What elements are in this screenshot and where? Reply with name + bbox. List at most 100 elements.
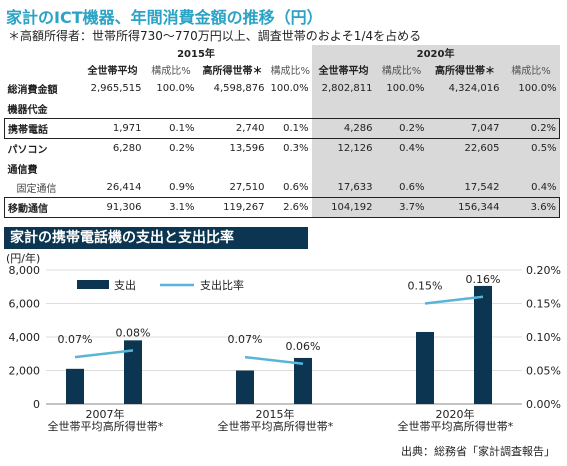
col-ratio: 構成比% <box>375 60 428 80</box>
y-tick-label: 6,000 <box>9 298 41 311</box>
table-cell: 3.6% <box>502 197 561 219</box>
table-cell: 100.0% <box>270 83 309 95</box>
table-cell: 2.6% <box>267 197 312 219</box>
y2-tick-label: 0.00% <box>526 398 561 411</box>
table-cell: 0.2% <box>502 117 561 140</box>
table-cell: 3.7% <box>375 197 428 219</box>
x-group-label: 2020年 <box>436 407 475 421</box>
year-2015: 2015年 <box>177 49 215 60</box>
ratio-label: 0.06% <box>286 340 321 353</box>
legend-line-label: 支出比率 <box>200 278 244 292</box>
y2-tick-label: 0.05% <box>526 365 561 378</box>
table-row-mobile-phone: 携帯電話 1,971 0.1% 2,740 0.1% 4,286 0.2% 7,… <box>4 117 561 140</box>
ratio-label: 0.07% <box>228 333 263 346</box>
table-cell: 1,971 <box>80 117 145 140</box>
row-label: 機器代金 <box>7 104 48 116</box>
ratio-line <box>74 349 134 359</box>
col-avg: 全世帯平均 <box>311 60 376 80</box>
table-row-comm-section: 通信費 <box>5 158 560 178</box>
table-cell: 2,740 <box>197 117 268 140</box>
ratio-label: 0.07% <box>58 333 93 346</box>
table-cell: 0.9% <box>169 181 195 193</box>
col-ratio: 構成比% <box>270 66 311 78</box>
table-cell: 26,414 <box>106 181 142 193</box>
table-cell: 17,633 <box>311 177 376 198</box>
y-tick-label: 0 <box>33 398 40 411</box>
source-note: 出典：総務省「家計調査報告」 <box>401 444 555 458</box>
year-header-row: 2015年 2020年 <box>5 45 560 60</box>
x-category-label: 高所得世帯* <box>453 419 514 433</box>
table-cell: 0.3% <box>283 143 309 155</box>
legend-bar-swatch <box>77 280 109 289</box>
bar <box>294 357 312 404</box>
table-cell: 91,306 <box>80 197 145 219</box>
table-cell: 0.2% <box>169 143 195 155</box>
x-category-label: 高所得世帯* <box>103 419 164 433</box>
table-cell: 100.0% <box>156 83 195 95</box>
ratio-line <box>244 355 304 366</box>
table-cell: 4,598,876 <box>213 83 265 95</box>
table-cell: 27,510 <box>229 181 265 193</box>
table-cell: 17,542 <box>427 177 503 198</box>
table-cell: 0.1% <box>144 117 198 140</box>
y2-tick-label: 0.10% <box>526 331 561 344</box>
table-cell: 119,267 <box>197 197 268 219</box>
table-cell: 0.1% <box>267 117 312 140</box>
row-label: 総消費金額 <box>7 85 58 97</box>
table-row-pc: パソコン 6,280 0.2% 13,596 0.3% 12,126 0.4% … <box>5 138 560 159</box>
table-cell: 0.6% <box>283 181 309 193</box>
table-cell: 0.5% <box>502 138 560 159</box>
y2-tick-label: 0.20% <box>526 264 561 277</box>
table-cell: 0.4% <box>375 138 428 159</box>
ratio-line <box>424 295 484 305</box>
table-cell: 22,605 <box>427 138 503 159</box>
table-cell: 7,047 <box>427 117 503 140</box>
table-cell: 4,286 <box>311 117 376 140</box>
col-high: 高所得世帯＊ <box>202 66 263 78</box>
footnote: ＊高額所得者：世帯所得730〜770万円以上、調査世帯のおよそ1/4を占める <box>8 29 422 43</box>
table-cell: 0.4% <box>502 177 560 198</box>
bar <box>124 340 142 404</box>
col-ratio: 構成比% <box>151 66 191 78</box>
y2-tick-label: 0.15% <box>526 298 561 311</box>
bar <box>416 331 434 404</box>
bar <box>236 370 254 404</box>
col-ratio: 構成比% <box>502 60 560 80</box>
row-label: 携帯電話 <box>4 117 81 140</box>
x-category-label: 高所得世帯* <box>273 419 334 433</box>
row-label: パソコン <box>7 145 48 157</box>
table-row-device-section: 機器代金 <box>5 98 560 119</box>
table-row-fixed-comm: 固定通信 26,414 0.9% 27,510 0.6% 17,633 0.6%… <box>5 177 560 198</box>
bar <box>66 368 84 404</box>
table-cell: 0.6% <box>375 177 428 198</box>
ratio-label: 0.15% <box>408 280 443 293</box>
row-label: 通信費 <box>7 164 38 176</box>
x-group-label: 2007年 <box>86 407 125 421</box>
table-cell: 156,344 <box>427 197 503 219</box>
column-header-row: 全世帯平均 構成比% 高所得世帯＊ 構成比% 全世帯平均 構成比% 高所得世帯＊… <box>5 60 560 80</box>
table-cell: 4,324,016 <box>427 79 503 99</box>
x-group-label: 2015年 <box>256 407 295 421</box>
year-2020: 2020年 <box>311 45 560 60</box>
table-cell: 12,126 <box>311 138 376 159</box>
ratio-label: 0.16% <box>466 273 501 286</box>
x-category-label: 全世帯平均 <box>218 419 273 433</box>
y-tick-label: 2,000 <box>9 365 41 378</box>
spending-table: 2015年 2020年 全世帯平均 構成比% 高所得世帯＊ 構成比% 全世帯平均… <box>4 45 561 219</box>
y-axis-unit: (円/年) <box>6 251 40 265</box>
col-avg: 全世帯平均 <box>87 66 138 78</box>
chart-title: 家計の携帯電話機の支出と支出比率 <box>4 227 308 249</box>
table-cell: 6,280 <box>112 143 142 155</box>
table-cell: 100.0% <box>375 79 428 99</box>
table-cell: 0.2% <box>375 117 428 140</box>
table-cell: 13,596 <box>229 143 265 155</box>
table-row-total: 総消費金額 2,965,515 100.0% 4,598,876 100.0% … <box>5 79 560 99</box>
x-category-label: 全世帯平均 <box>398 419 453 433</box>
row-label: 固定通信 <box>16 183 57 195</box>
bar <box>474 285 492 404</box>
ratio-label: 0.08% <box>116 326 151 339</box>
y-tick-label: 4,000 <box>9 331 41 344</box>
table-cell: 104,192 <box>311 197 376 219</box>
row-label: 移動通信 <box>4 197 81 219</box>
